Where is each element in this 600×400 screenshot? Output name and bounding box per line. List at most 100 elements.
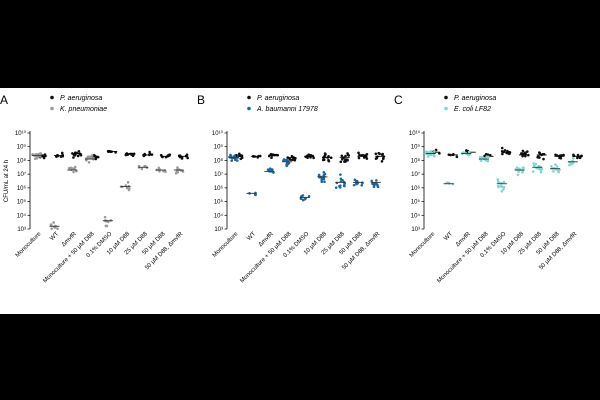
- data-point: [158, 169, 161, 173]
- data-point: [322, 174, 326, 177]
- data-point: [380, 160, 384, 163]
- data-point: [230, 159, 233, 162]
- data-point: [466, 153, 470, 157]
- panel-letter: A: [0, 93, 8, 107]
- data-point: [433, 150, 436, 153]
- data-point: [253, 193, 257, 196]
- data-point: [52, 221, 55, 224]
- data-point: [496, 178, 500, 181]
- legend-label: A. baumanni 17978: [256, 106, 318, 113]
- data-point: [77, 150, 81, 153]
- data-point: [88, 155, 92, 159]
- y-tick-label: 10⁷: [17, 171, 26, 178]
- data-point: [532, 164, 536, 167]
- data-point: [323, 154, 327, 157]
- data-point: [381, 152, 385, 156]
- data-point: [500, 146, 504, 150]
- data-point: [56, 227, 59, 231]
- category-label: Monoculture: [409, 231, 437, 259]
- data-point: [481, 156, 484, 159]
- data-point: [94, 157, 98, 161]
- data-point: [339, 160, 343, 164]
- data-point: [131, 154, 135, 158]
- data-point: [382, 157, 385, 161]
- data-point: [501, 152, 504, 156]
- data-point: [72, 156, 75, 159]
- data-point: [370, 179, 374, 183]
- data-point: [148, 152, 152, 156]
- data-point: [375, 179, 378, 182]
- data-point: [73, 165, 77, 169]
- data-point: [455, 155, 459, 159]
- data-point: [374, 152, 378, 156]
- data-point: [104, 224, 108, 228]
- data-point: [479, 159, 483, 163]
- data-point: [502, 180, 506, 184]
- data-point: [69, 166, 73, 170]
- data-point: [358, 153, 361, 157]
- legend-marker: [444, 106, 448, 111]
- data-point: [502, 185, 506, 189]
- data-point: [479, 155, 482, 159]
- data-point: [340, 154, 344, 158]
- data-point: [559, 156, 563, 160]
- data-point: [174, 171, 178, 175]
- data-point: [140, 167, 144, 171]
- data-point: [521, 154, 524, 158]
- data-point: [240, 156, 244, 160]
- data-point: [572, 153, 575, 157]
- data-point: [185, 153, 189, 157]
- data-point: [268, 167, 272, 171]
- data-point: [103, 215, 107, 219]
- data-point: [90, 154, 94, 157]
- data-point: [426, 155, 430, 158]
- data-point: [341, 157, 344, 161]
- data-point: [293, 158, 297, 162]
- data-point: [33, 157, 37, 161]
- y-tick-label: 10¹⁰: [15, 130, 27, 137]
- data-point: [375, 156, 379, 160]
- panel-letter: B: [197, 93, 205, 107]
- data-point: [362, 156, 366, 159]
- data-point: [506, 149, 509, 153]
- data-point: [357, 156, 361, 160]
- data-point: [360, 183, 364, 187]
- data-point: [322, 177, 326, 180]
- data-point: [320, 178, 324, 182]
- data-point: [352, 183, 356, 187]
- data-point: [521, 149, 525, 153]
- data-point: [376, 185, 380, 189]
- y-tick-label: 10¹⁰: [212, 130, 224, 137]
- data-point: [467, 150, 471, 154]
- data-point: [542, 157, 545, 161]
- data-point: [176, 166, 179, 169]
- data-point: [524, 154, 527, 158]
- data-point: [237, 152, 241, 156]
- data-point: [307, 194, 311, 198]
- y-tick-label: 10⁹: [214, 144, 224, 151]
- data-point: [87, 161, 91, 164]
- data-point: [287, 161, 291, 165]
- data-point: [571, 156, 575, 160]
- y-tick-label: 10⁴: [214, 212, 224, 219]
- y-tick-label: 10⁷: [411, 171, 420, 178]
- legend-marker: [247, 106, 251, 111]
- data-point: [323, 180, 326, 183]
- y-tick-label: 10⁹: [17, 144, 27, 151]
- data-point: [321, 158, 325, 162]
- data-point: [378, 152, 381, 156]
- data-point: [550, 164, 553, 168]
- y-tick-label: 10⁶: [214, 185, 224, 192]
- legend-label: P. aeruginosa: [454, 95, 496, 102]
- data-point: [180, 156, 184, 159]
- y-tick-label: 10⁴: [17, 212, 27, 219]
- data-point: [181, 170, 185, 173]
- data-point: [317, 173, 321, 177]
- y-tick-label: 10³: [17, 227, 26, 233]
- data-point: [342, 184, 346, 187]
- data-point: [540, 167, 544, 171]
- data-point: [496, 184, 500, 188]
- data-point: [125, 186, 129, 190]
- data-point: [93, 155, 97, 158]
- data-point: [344, 160, 347, 163]
